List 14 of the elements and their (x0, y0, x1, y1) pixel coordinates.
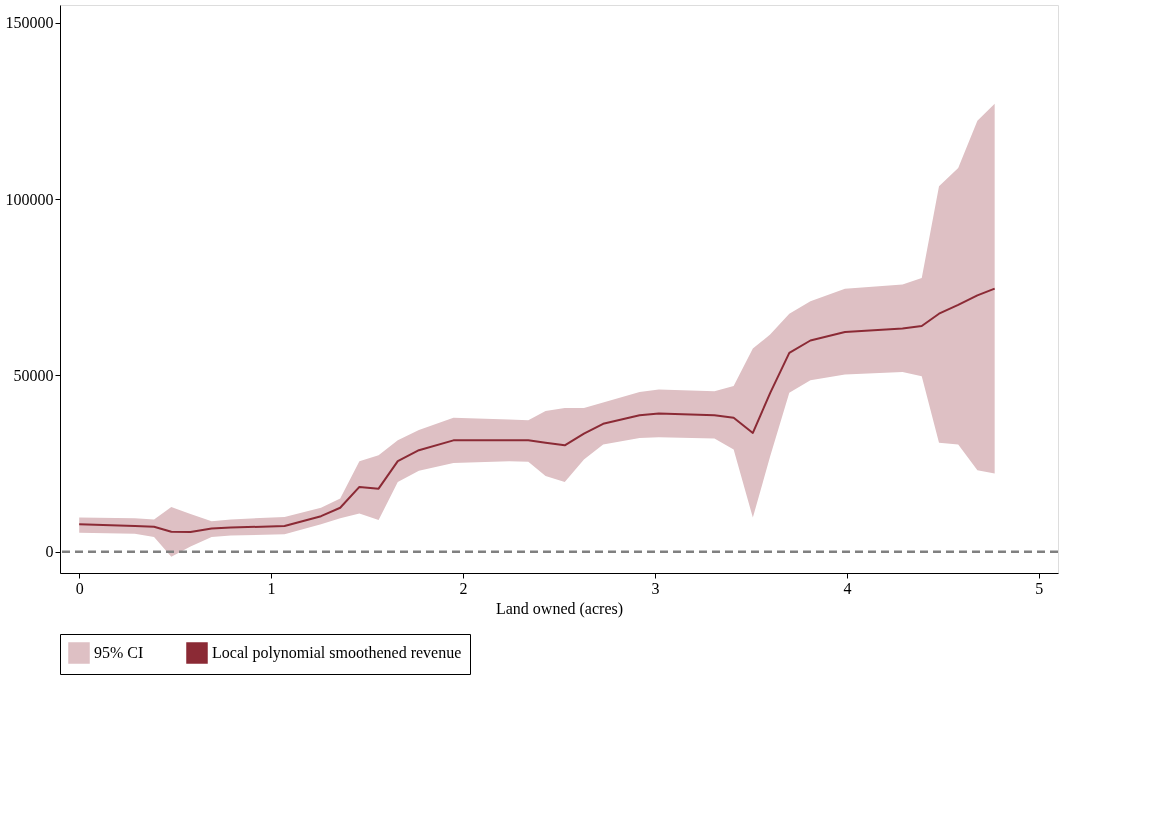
line-series (78, 287, 996, 534)
x-tick-label: 2 (459, 579, 468, 597)
x-axis-title: Land owned (acres) (495, 599, 624, 618)
legend-label: 95% CI (94, 644, 144, 661)
y-tick-label: 0 (45, 543, 54, 561)
y-tick-label: 150000 (5, 14, 54, 32)
legend-label: Local polynomial smoothened revenue (212, 644, 462, 662)
x-tick-label: 1 (267, 579, 276, 597)
x-tick-label: 3 (651, 579, 660, 597)
y-tick-label: 100000 (5, 190, 54, 208)
x-tick-label: 5 (1035, 579, 1044, 597)
y-tick-label: 50000 (13, 366, 54, 384)
x-tick-label: 0 (75, 579, 84, 597)
x-tick-label: 4 (843, 579, 852, 597)
